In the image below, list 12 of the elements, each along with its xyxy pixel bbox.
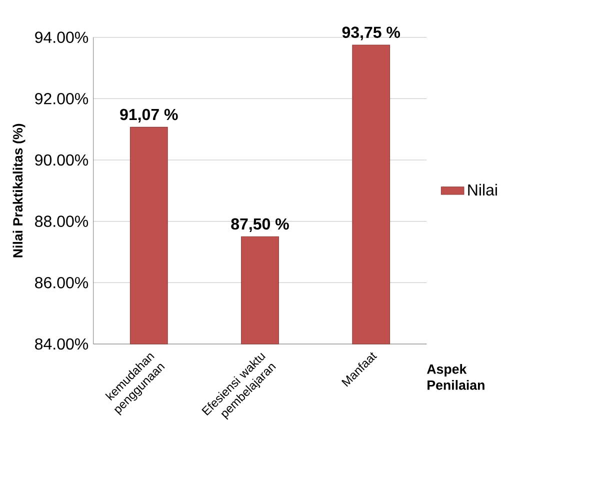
y-tick-label: 86.00% bbox=[35, 277, 88, 288]
y-tick-label: 84.00% bbox=[35, 338, 88, 350]
data-label: 87,50 % bbox=[231, 218, 289, 232]
legend-label: Nilai bbox=[468, 184, 497, 196]
x-axis-title: Aspek Penilaian bbox=[426, 364, 484, 390]
y-tick-label: 94.00% bbox=[35, 32, 88, 43]
data-label: 93,75 % bbox=[342, 26, 400, 40]
y-tick-label: 88.00% bbox=[35, 216, 88, 227]
y-tick-label: 92.00% bbox=[35, 93, 88, 104]
data-label: 91,07 % bbox=[120, 108, 178, 122]
y-tick-label: 90.00% bbox=[35, 154, 88, 166]
y-axis-title: Nilai Praktikalitas (%) bbox=[12, 124, 26, 258]
